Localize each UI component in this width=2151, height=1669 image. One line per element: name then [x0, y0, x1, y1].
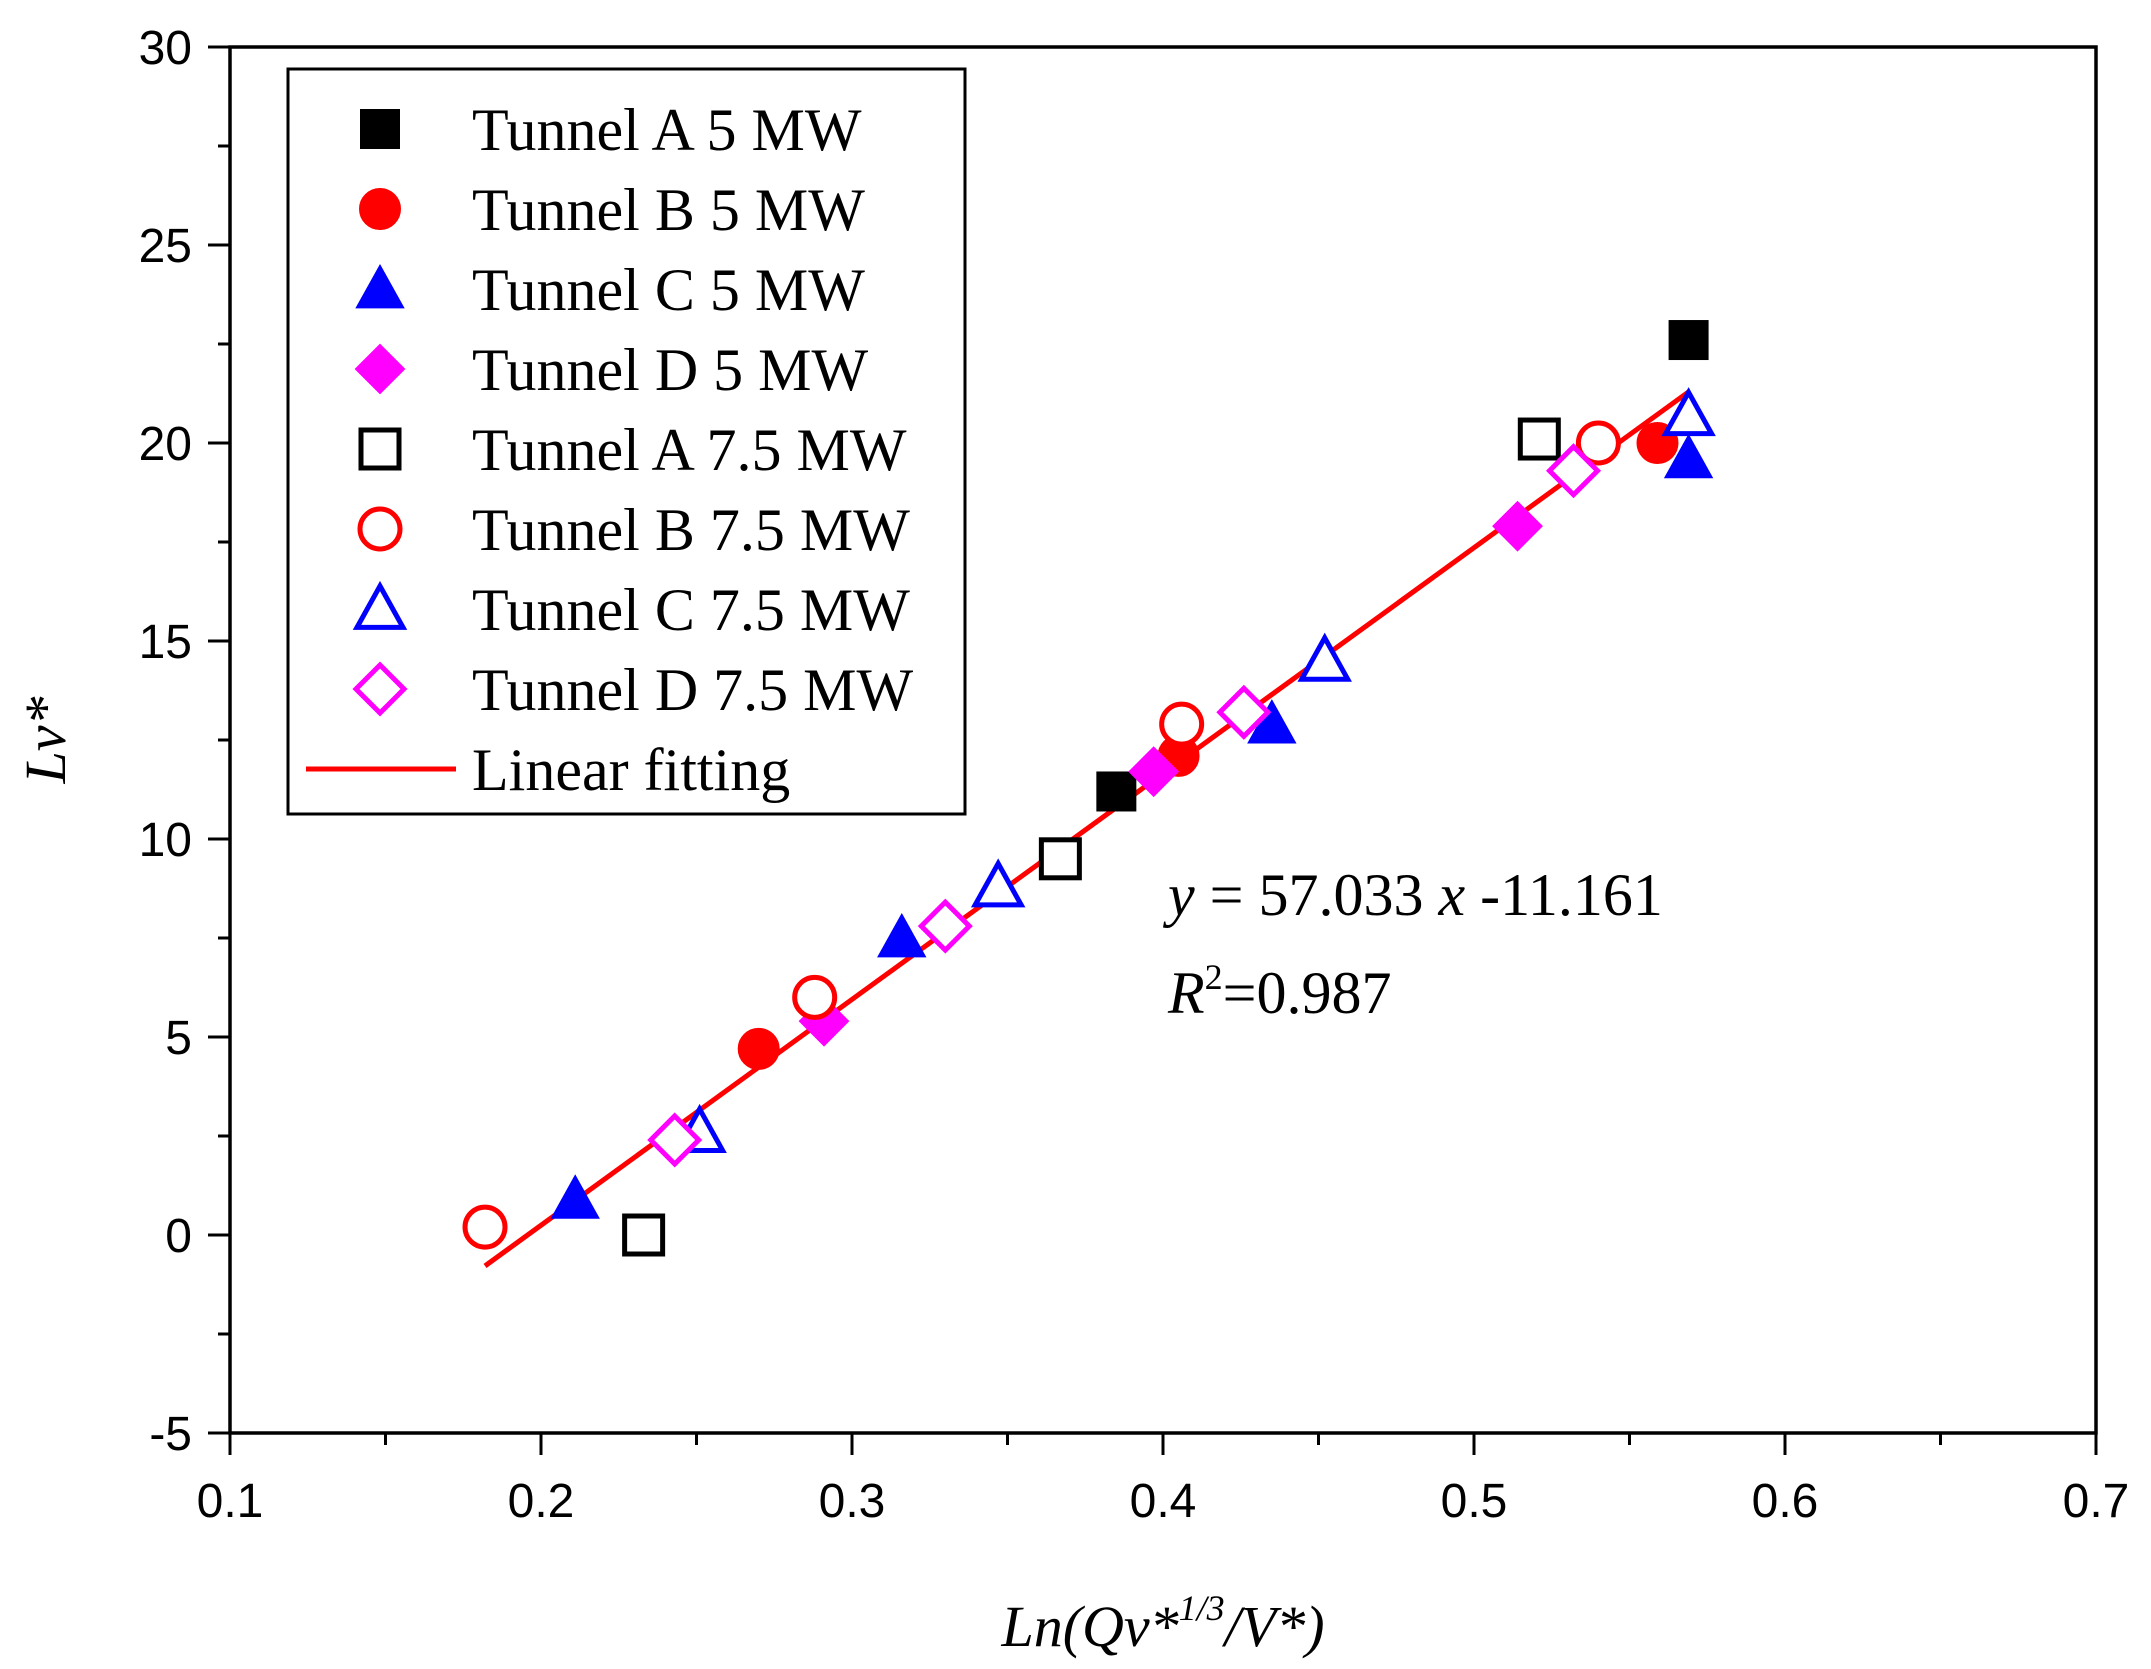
legend-label: Tunnel D 7.5 MW	[472, 657, 914, 723]
y-tick-label: -5	[149, 1408, 192, 1461]
legend-label: Tunnel B 7.5 MW	[472, 497, 910, 563]
legend-label: Tunnel D 5 MW	[472, 337, 869, 403]
legend-label: Tunnel A 5 MW	[472, 97, 862, 163]
data-point	[1159, 701, 1205, 747]
legend-symbol	[352, 580, 408, 630]
data-point	[1038, 837, 1082, 881]
legend-symbol	[360, 109, 400, 149]
legend-items: Tunnel A 5 MW Tunnel B 5 MW Tunnel C 5 MW T…	[306, 97, 914, 803]
legend-symbol	[358, 427, 402, 471]
r-squared-value: =0.987	[1223, 960, 1392, 1026]
x-tick-label: 0.2	[508, 1475, 575, 1528]
data-point	[622, 1213, 666, 1257]
x-axis-title-main: Ln(Qv*	[1000, 1594, 1178, 1659]
x-tick-label: 0.1	[197, 1475, 264, 1528]
y-tick-label: 20	[139, 418, 192, 471]
data-point	[917, 898, 973, 954]
equation-intercept: -11.161	[1465, 862, 1663, 928]
y-tick-label: 5	[165, 1012, 192, 1065]
legend-symbol	[352, 661, 408, 717]
x-tick-label: 0.4	[1130, 1475, 1197, 1528]
equation-coefficient: = 57.033	[1195, 862, 1439, 928]
x-axis-title-superscript: 1/3	[1179, 1588, 1225, 1628]
y-tick-label: 10	[139, 814, 192, 867]
series-group	[550, 433, 1714, 1219]
equation-y: y	[1162, 862, 1195, 928]
data-point	[1668, 320, 1709, 361]
x-tick-label: 0.5	[1441, 1475, 1508, 1528]
legend-symbol	[354, 343, 406, 395]
x-axis-title-tail: /V*)	[1222, 1594, 1325, 1659]
legend: Tunnel A 5 MW Tunnel B 5 MW Tunnel C 5 MW T…	[286, 67, 967, 816]
data-point	[1128, 746, 1180, 798]
series-group	[462, 420, 1621, 1250]
fit-r-squared: R2=0.987	[1167, 957, 1392, 1026]
data-point	[1517, 417, 1561, 461]
equation-x: x	[1437, 862, 1465, 928]
data-point	[1661, 387, 1716, 437]
legend-label: Tunnel C 7.5 MW	[472, 577, 910, 643]
x-tick-label: 0.7	[2063, 1475, 2130, 1528]
r-squared-superscript: 2	[1205, 957, 1223, 997]
data-point	[1096, 771, 1137, 812]
data-point	[737, 1027, 780, 1070]
series-group	[647, 443, 1602, 1168]
legend-label: Tunnel C 5 MW	[472, 257, 865, 323]
data-point	[877, 912, 927, 958]
legend-symbol	[357, 506, 403, 552]
legend-label: Linear fitting	[472, 737, 790, 803]
data-point	[970, 858, 1026, 908]
data-point	[462, 1204, 508, 1250]
series-group	[622, 417, 1561, 1257]
data-point	[1297, 632, 1352, 682]
legend-symbol	[359, 188, 401, 230]
legend-symbol	[355, 263, 405, 309]
linear-fit-line	[483, 389, 1691, 1268]
x-axis-title: Ln(Qv*1/3/V*)	[1000, 1588, 1324, 1659]
y-tick-label: 25	[139, 220, 192, 273]
y-tick-label: 30	[139, 22, 192, 75]
data-point	[792, 974, 838, 1020]
y-axis-title: Lv*	[13, 697, 78, 785]
points-layer	[462, 320, 1716, 1257]
data-point	[1663, 433, 1714, 479]
fit-layer	[483, 389, 1691, 1268]
data-point	[1545, 443, 1602, 499]
data-point	[1575, 420, 1621, 466]
data-point	[1216, 684, 1272, 740]
legend-label: Tunnel A 7.5 MW	[472, 417, 907, 483]
x-tick-label: 0.6	[1752, 1475, 1819, 1528]
legend-label: Tunnel B 5 MW	[472, 177, 865, 243]
ticks-layer: 0.1 0.2 0.3 0.4 0.5 0.6 0.7 -5 0 5 10 15 20 25 30	[139, 22, 2130, 1528]
data-point	[647, 1112, 703, 1168]
series-group	[1096, 320, 1709, 812]
data-point	[550, 1174, 600, 1219]
y-tick-label: 15	[139, 616, 192, 669]
x-tick-label: 0.3	[819, 1475, 886, 1528]
data-point	[1492, 500, 1543, 552]
r-squared-symbol: R	[1167, 960, 1205, 1026]
y-tick-label: 0	[165, 1210, 192, 1263]
fit-equation: y = 57.033 x -11.161	[1162, 862, 1663, 928]
